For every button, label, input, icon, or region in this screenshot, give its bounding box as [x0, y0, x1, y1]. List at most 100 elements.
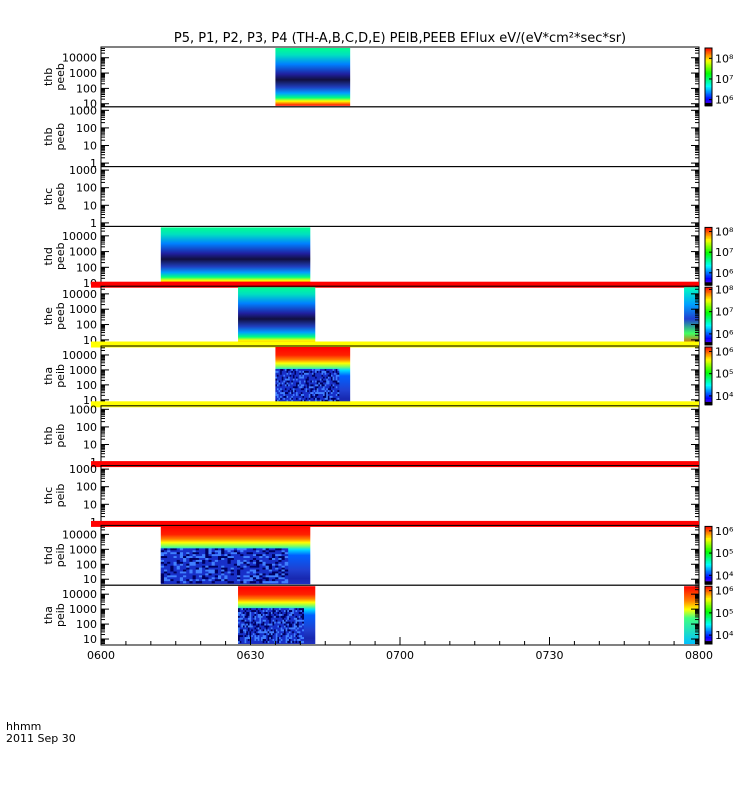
speckle — [300, 384, 303, 387]
speckle — [246, 581, 251, 584]
speckle — [310, 399, 313, 403]
speckle — [275, 380, 278, 383]
colorbar-swatch — [705, 399, 712, 401]
speckle — [249, 625, 252, 628]
x-tick-label: 0700 — [386, 649, 414, 662]
speckle — [292, 612, 295, 615]
speckle — [321, 382, 324, 385]
colorbar-swatch — [705, 233, 712, 236]
colorbar-swatch — [705, 50, 712, 53]
speckle — [195, 565, 200, 568]
speckle — [211, 579, 216, 582]
speckle — [289, 395, 292, 399]
speckle — [288, 368, 291, 372]
speckle — [285, 627, 288, 630]
speckle — [292, 637, 295, 640]
speckle — [334, 380, 337, 383]
speckle — [227, 552, 231, 555]
speckle — [251, 637, 254, 640]
speckle — [300, 394, 303, 397]
speckle — [257, 617, 260, 621]
speckle — [254, 640, 257, 644]
y-tick-label: 100 — [76, 82, 97, 95]
speckle — [332, 378, 335, 381]
speckle — [283, 372, 286, 376]
speckle — [285, 608, 288, 611]
speckle — [272, 621, 275, 624]
speckle — [319, 394, 322, 397]
speckle — [289, 394, 292, 397]
speckle — [272, 610, 275, 613]
speckle — [271, 550, 276, 553]
colorbar-swatch — [705, 626, 712, 629]
speckle — [163, 557, 168, 561]
speckle — [246, 617, 249, 621]
speckle — [254, 629, 257, 632]
speckle — [264, 613, 267, 617]
speckle — [242, 621, 245, 624]
speckle — [270, 615, 273, 619]
speckle — [332, 376, 335, 379]
speckle — [208, 565, 212, 568]
colorbar-swatch — [705, 388, 712, 391]
speckle — [278, 384, 281, 387]
speckle — [251, 633, 254, 636]
speckle — [247, 615, 250, 619]
speckle — [277, 640, 280, 644]
speckle — [252, 563, 257, 567]
speckle — [315, 399, 318, 403]
y-tick-label: 1000 — [69, 246, 97, 259]
speckle — [290, 621, 293, 624]
speckle — [331, 370, 333, 374]
speckle — [296, 368, 298, 372]
speckle — [313, 397, 316, 401]
speckle — [267, 637, 270, 640]
speckle — [230, 571, 235, 574]
speckle — [283, 397, 286, 401]
speckle — [296, 395, 298, 399]
speckle — [256, 557, 260, 561]
speckle — [326, 374, 329, 377]
speckle — [284, 629, 286, 632]
speckle — [304, 376, 306, 379]
speckle — [289, 370, 292, 374]
speckle — [292, 625, 295, 628]
speckle — [290, 617, 293, 621]
speckle — [297, 629, 300, 632]
speckle — [247, 623, 250, 626]
speckle — [284, 554, 289, 557]
speckle — [275, 573, 279, 576]
speckle — [244, 621, 247, 624]
speckle — [294, 384, 297, 387]
speckle — [189, 579, 193, 582]
speckle — [259, 569, 263, 572]
colorbar-swatch — [705, 575, 712, 578]
speckle — [272, 633, 275, 636]
speckle — [163, 571, 168, 574]
colorbar-swatch — [705, 324, 712, 327]
speckle — [297, 613, 300, 617]
speckle — [296, 394, 298, 397]
speckle — [238, 635, 240, 638]
speckle — [195, 569, 200, 572]
speckle — [227, 556, 231, 559]
speckle — [297, 625, 300, 628]
speckle — [259, 579, 263, 582]
colorbar-swatch — [705, 391, 712, 394]
speckle — [259, 573, 263, 576]
colorbar-tick-label: 10⁸ — [715, 226, 734, 239]
speckle — [237, 577, 241, 580]
speckle — [256, 610, 259, 613]
speckle — [262, 557, 266, 561]
colorbar-swatch — [705, 53, 712, 56]
speckle — [304, 384, 306, 387]
speckle — [270, 621, 273, 624]
speckle — [202, 559, 206, 563]
speckle — [269, 631, 272, 634]
speckle — [167, 557, 171, 561]
speckle — [251, 629, 254, 632]
speckle — [297, 627, 300, 630]
speckle — [265, 617, 268, 621]
